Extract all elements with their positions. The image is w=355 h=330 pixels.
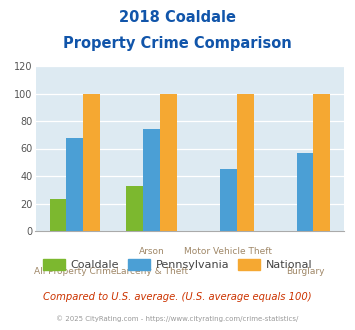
Bar: [160, 93, 177, 231]
Bar: [126, 185, 143, 231]
Bar: [66, 138, 83, 231]
Bar: [237, 93, 253, 231]
Text: Property Crime Comparison: Property Crime Comparison: [63, 36, 292, 51]
Legend: Coaldale, Pennsylvania, National: Coaldale, Pennsylvania, National: [38, 255, 317, 275]
Text: Arson: Arson: [139, 248, 164, 256]
Text: Burglary: Burglary: [286, 267, 324, 276]
Text: Compared to U.S. average. (U.S. average equals 100): Compared to U.S. average. (U.S. average …: [43, 292, 312, 302]
Bar: [296, 152, 313, 231]
Bar: [50, 199, 66, 231]
Text: 2018 Coaldale: 2018 Coaldale: [119, 10, 236, 25]
Text: Motor Vehicle Theft: Motor Vehicle Theft: [184, 248, 272, 256]
Text: Larceny & Theft: Larceny & Theft: [115, 267, 188, 276]
Bar: [143, 129, 160, 231]
Text: All Property Crime: All Property Crime: [34, 267, 116, 276]
Bar: [83, 93, 100, 231]
Bar: [220, 169, 237, 231]
Bar: [313, 93, 330, 231]
Text: © 2025 CityRating.com - https://www.cityrating.com/crime-statistics/: © 2025 CityRating.com - https://www.city…: [56, 315, 299, 322]
